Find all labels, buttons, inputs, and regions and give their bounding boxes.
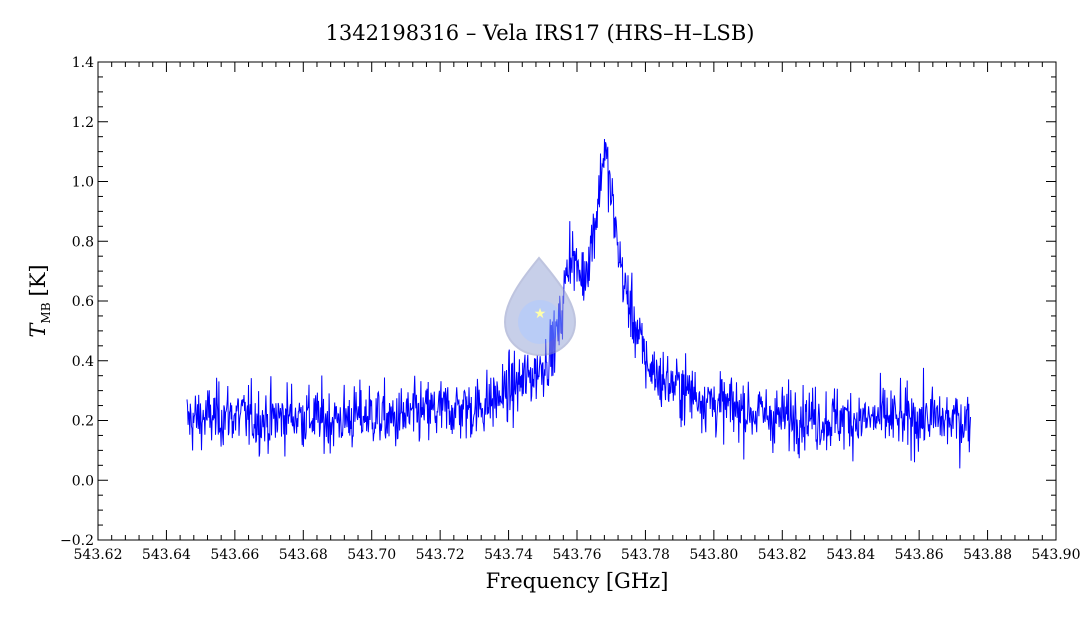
y-tick-label: 0.4 (72, 354, 94, 370)
y-tick-label: 1.4 (72, 55, 94, 71)
y-tick-label: 0.8 (72, 234, 94, 250)
watermark-logo: ★ (503, 256, 577, 357)
y-tick-label: 0.0 (72, 473, 94, 489)
y-label-main: T (26, 322, 50, 338)
y-tick-label: 1.2 (72, 115, 94, 131)
x-tick-label: 543.66 (210, 547, 259, 563)
x-tick-label: 543.80 (689, 547, 738, 563)
y-tick-label: −0.2 (60, 533, 94, 549)
y-axis-label: TMB [K] (26, 264, 53, 337)
drop-logo-icon (503, 256, 577, 357)
x-tick-label: 543.82 (758, 547, 807, 563)
chart-title: 1342198316 – Vela IRS17 (HRS–H–LSB) (326, 21, 755, 45)
x-tick-label: 543.78 (621, 547, 670, 563)
x-tick-label: 543.90 (1032, 547, 1080, 563)
y-label-sub: MB (39, 302, 53, 323)
svg-text:★: ★ (534, 306, 547, 322)
x-tick-label: 543.64 (142, 547, 191, 563)
x-tick-label: 543.62 (74, 547, 123, 563)
y-label-unit: [K] (26, 264, 50, 296)
series-layer (186, 138, 971, 469)
x-tick-label: 543.88 (963, 547, 1012, 563)
x-tick-label: 543.86 (895, 547, 944, 563)
y-tick-label: 0.6 (72, 294, 94, 310)
svg-text:TMB[K]: TMB [K] (26, 264, 53, 337)
x-axis: 543.62 543.64 543.66 543.68 543.70 543.72 543.… (74, 62, 1080, 563)
plot-frame (97, 61, 1057, 541)
y-tick-label: 1.0 (72, 175, 94, 191)
x-tick-label: 543.70 (347, 547, 396, 563)
x-tick-label: 543.84 (826, 547, 875, 563)
x-tick-label: 543.72 (416, 547, 465, 563)
x-tick-label: 543.76 (553, 547, 602, 563)
x-tick-label: 543.68 (279, 547, 328, 563)
x-axis-label: Frequency [GHz] (486, 569, 669, 593)
series-line-0 (186, 138, 971, 469)
x-tick-label: 543.74 (484, 547, 533, 563)
y-axis: −0.2 0.0 0.2 0.4 0.6 0.8 1.0 1.2 1.4 (60, 55, 1056, 549)
y-tick-label: 0.2 (72, 414, 94, 430)
